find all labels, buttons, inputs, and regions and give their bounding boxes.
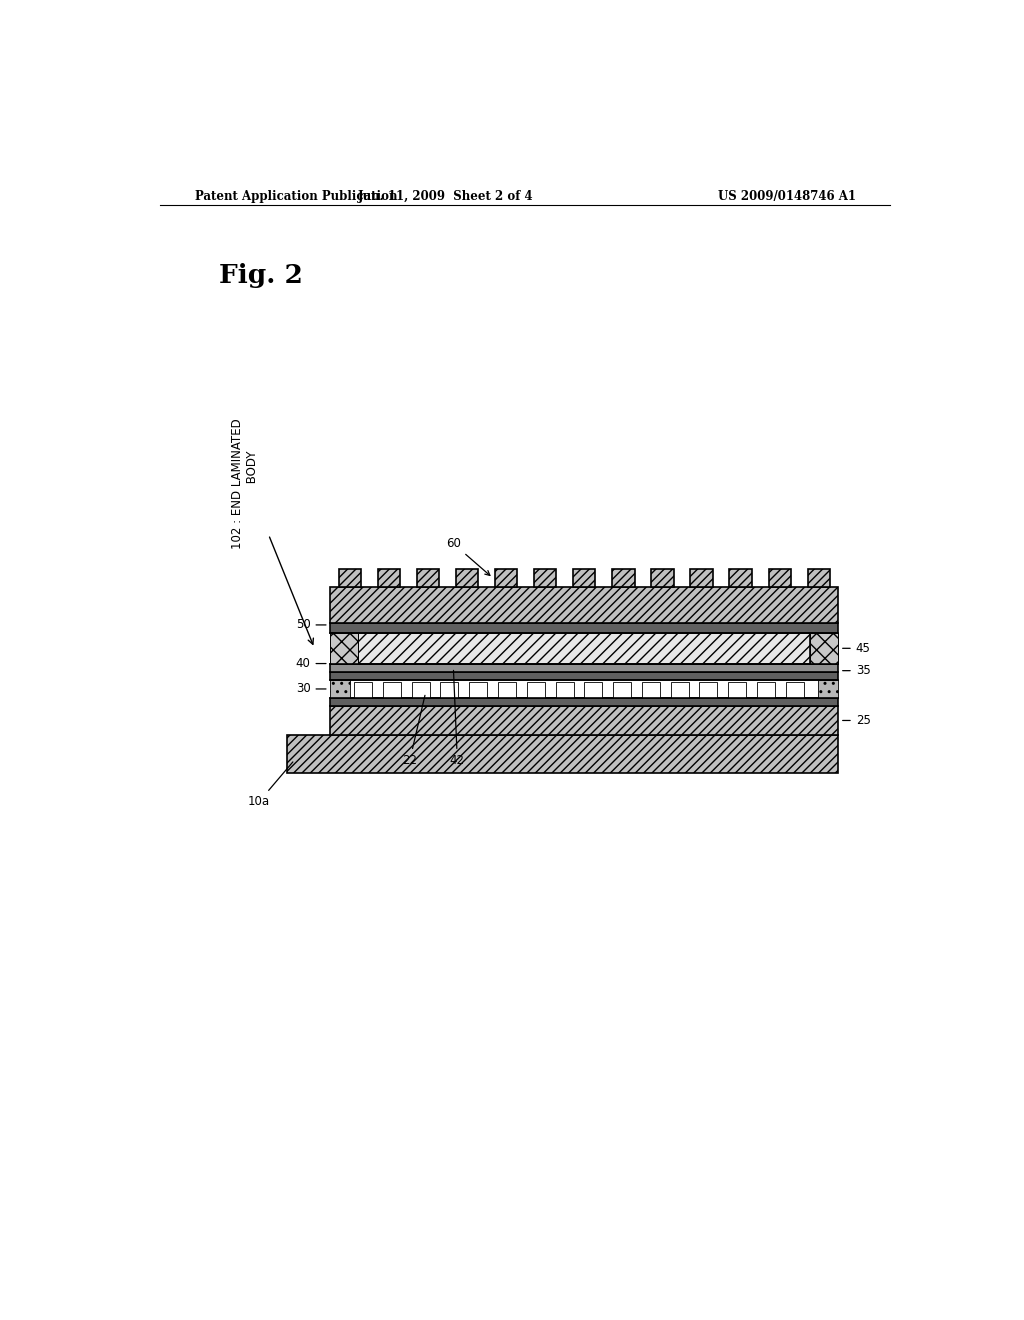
Bar xyxy=(699,682,718,698)
Bar xyxy=(331,706,839,735)
Bar xyxy=(469,682,487,698)
Bar xyxy=(440,682,459,698)
Bar xyxy=(585,682,602,698)
Bar xyxy=(378,569,400,587)
Bar xyxy=(339,569,361,587)
Text: US 2009/0148746 A1: US 2009/0148746 A1 xyxy=(718,190,856,202)
Bar xyxy=(417,569,439,587)
Text: 30: 30 xyxy=(296,682,326,696)
Bar xyxy=(811,634,839,664)
Bar xyxy=(535,569,556,587)
Bar xyxy=(651,569,674,587)
Bar xyxy=(331,672,839,680)
Text: 25: 25 xyxy=(843,714,870,727)
Bar xyxy=(331,623,839,634)
Text: Patent Application Publication: Patent Application Publication xyxy=(196,190,398,202)
Bar xyxy=(757,682,775,698)
Text: 22: 22 xyxy=(402,696,425,767)
Bar xyxy=(456,569,478,587)
Text: 35: 35 xyxy=(843,664,870,677)
Bar xyxy=(383,682,401,698)
Bar xyxy=(768,569,791,587)
Bar xyxy=(331,664,839,672)
Bar xyxy=(690,569,713,587)
Bar xyxy=(331,680,350,698)
Bar xyxy=(642,682,659,698)
Bar xyxy=(785,682,804,698)
Bar xyxy=(728,682,746,698)
Bar xyxy=(613,682,631,698)
Bar xyxy=(729,569,752,587)
Text: 50: 50 xyxy=(296,619,326,631)
Text: Fig. 2: Fig. 2 xyxy=(219,263,303,288)
Text: 42: 42 xyxy=(450,671,465,767)
Bar xyxy=(498,682,516,698)
Bar xyxy=(573,569,596,587)
Bar xyxy=(331,634,358,664)
Bar xyxy=(354,682,372,698)
Text: 40: 40 xyxy=(296,657,326,671)
Text: 102 : END LAMINATED
         BODY: 102 : END LAMINATED BODY xyxy=(231,418,259,549)
Bar xyxy=(412,682,430,698)
Text: Jun. 11, 2009  Sheet 2 of 4: Jun. 11, 2009 Sheet 2 of 4 xyxy=(357,190,534,202)
Bar xyxy=(331,698,839,706)
Bar xyxy=(818,680,839,698)
Bar xyxy=(358,634,811,664)
Bar xyxy=(612,569,635,587)
Bar xyxy=(671,682,688,698)
Bar xyxy=(287,735,839,774)
Bar xyxy=(556,682,573,698)
Bar xyxy=(526,682,545,698)
Text: 60: 60 xyxy=(445,537,489,576)
Bar xyxy=(331,587,839,623)
Text: 10a: 10a xyxy=(248,762,293,808)
Bar xyxy=(808,569,829,587)
Text: 45: 45 xyxy=(843,642,870,655)
Bar xyxy=(495,569,517,587)
